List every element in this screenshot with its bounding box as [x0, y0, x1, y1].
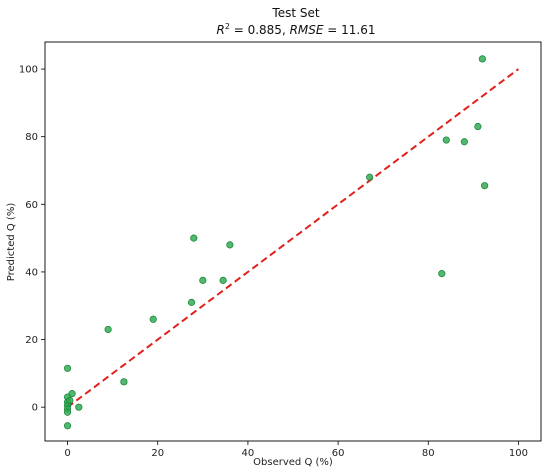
- x-axis: 0 20 40 60 80 100: [64, 441, 528, 459]
- y-tick-label: 80: [25, 132, 38, 143]
- x-tick-label: 40: [242, 448, 255, 459]
- data-point: [438, 270, 446, 278]
- data-point: [68, 390, 76, 398]
- data-point: [120, 378, 128, 386]
- data-point: [481, 182, 489, 190]
- rmse-value: = 11.61: [323, 23, 375, 37]
- y-tick-label: 60: [25, 200, 38, 211]
- x-tick-label: 20: [151, 448, 164, 459]
- reference-line: [66, 68, 520, 408]
- data-point: [478, 55, 486, 63]
- x-tick-label: 60: [332, 448, 345, 459]
- x-tick-label: 100: [509, 448, 528, 459]
- y-tick-label: 100: [19, 65, 38, 76]
- data-point: [63, 422, 72, 430]
- data-point: [149, 315, 157, 323]
- data-point: [442, 136, 450, 144]
- data-points: [63, 55, 489, 430]
- y-axis-label: Predicted Q (%): [6, 203, 17, 282]
- x-tick-label: 0: [64, 448, 70, 459]
- y-tick-label: 20: [25, 335, 38, 346]
- data-point: [366, 173, 374, 181]
- chart-title: Test Set: [271, 6, 319, 20]
- data-point: [66, 396, 74, 405]
- reference-line-group: [66, 68, 520, 408]
- r2-value: = 0.885,: [230, 23, 290, 37]
- x-tick-label: 80: [422, 448, 435, 459]
- data-point: [226, 241, 234, 249]
- data-point: [187, 298, 196, 306]
- y-tick-label: 0: [32, 403, 38, 414]
- r2-symbol: R: [216, 23, 224, 37]
- r2-superscript: 2: [225, 22, 230, 31]
- data-point: [104, 325, 112, 334]
- rmse-symbol: RMSE: [290, 23, 324, 37]
- y-tick-label: 40: [25, 267, 38, 278]
- data-point: [75, 403, 83, 411]
- data-point: [460, 138, 468, 146]
- data-point: [474, 122, 482, 131]
- data-point: [199, 276, 207, 284]
- data-point: [190, 234, 198, 242]
- x-axis-label: Observed Q (%): [253, 457, 333, 468]
- y-axis: 0 20 40 60 80 100: [19, 65, 45, 414]
- data-point: [219, 276, 227, 284]
- chart-subtitle: R2 = 0.885, RMSE = 11.61: [216, 22, 375, 37]
- data-point: [63, 364, 72, 372]
- data-point: [63, 408, 72, 416]
- plot-area-frame: [44, 41, 542, 442]
